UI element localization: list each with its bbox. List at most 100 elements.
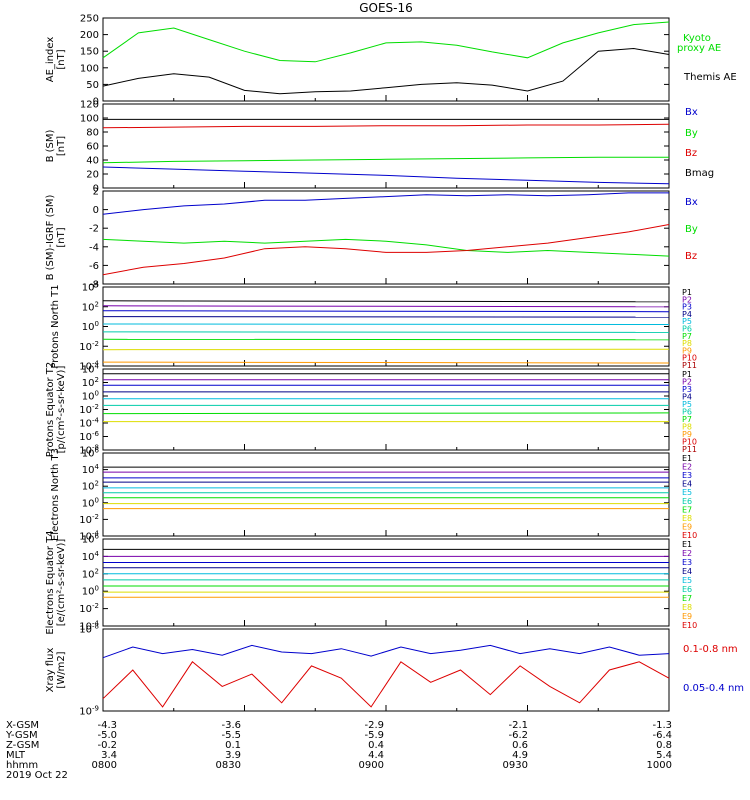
legend-entry: E2 [682, 463, 692, 472]
y-tick-label: 150 [80, 47, 99, 58]
legend-entry: 0.1-0.8 nm [683, 644, 738, 655]
legend-entry: P2 [682, 378, 692, 387]
footer-value: 0930 [503, 760, 528, 771]
series-line [102, 192, 669, 215]
y-tick-label: 10-4 [79, 417, 99, 430]
series-line [102, 323, 670, 325]
footer-value: -2.9 [364, 720, 384, 731]
legend-entry: P4 [682, 310, 692, 319]
footer-value: 0.6 [512, 740, 528, 751]
legend-entry: P6 [682, 325, 692, 334]
footer-value: 3.4 [101, 750, 117, 761]
panel-xray: 10-8 10-9 Xray flux[W/m2] 0.1-0.8 nm 0.05-0.… [45, 623, 744, 718]
legend-entry: E3 [682, 558, 692, 567]
legend-entry: By [685, 128, 698, 139]
y-tick-label: -4 [89, 242, 99, 253]
series-line [102, 305, 670, 308]
legend-entry: P8 [682, 423, 692, 432]
legend-entry: E4 [682, 480, 692, 489]
y-tick-label: 104 [82, 463, 100, 476]
y-tick-label: 104 [82, 363, 100, 376]
legend-entry: By [685, 224, 698, 235]
legend-entry: E5 [682, 576, 692, 585]
footer-value: 0.8 [656, 740, 672, 751]
y-tick-label: -2 [89, 224, 99, 235]
footer-value: 3.9 [225, 750, 241, 761]
legend-entry: P4 [682, 393, 692, 402]
y-tick-label: 102 [82, 567, 99, 580]
footer-value: -2.1 [508, 720, 528, 731]
legend-entry: P11 [682, 445, 697, 454]
y-tick-label: 2 [93, 187, 99, 198]
series-line [102, 123, 670, 129]
footer-value: -6.4 [652, 730, 672, 741]
footer-value: 4.4 [368, 750, 384, 761]
series-line [102, 224, 670, 276]
panel-e_equator: 106 104 102 100 10-2 10-4 Electrons Equator T4… [45, 530, 697, 634]
y-axis-label: Electrons North T3 [50, 448, 61, 541]
y-tick-label: 100 [80, 114, 99, 125]
y-tick-label: 100 [80, 63, 99, 74]
legend-entry: E9 [682, 612, 692, 621]
date-label: 2019 Oct 22 [6, 770, 68, 781]
series-line [102, 166, 670, 185]
y-tick-label: 10-2 [79, 340, 99, 353]
footer-row-label: Z-GSM [6, 740, 39, 751]
y-tick-label: 40 [86, 156, 99, 167]
y-tick-label: 0 [93, 205, 99, 216]
y-tick-label: 10-8 [79, 623, 99, 636]
footer-value: 1000 [647, 760, 672, 771]
legend-entry: P2 [682, 295, 692, 304]
panel-frame [102, 286, 670, 367]
y-tick-label: 100 [82, 496, 99, 509]
footer-value: -3.6 [221, 720, 241, 731]
y-tick-label: 104 [82, 550, 100, 563]
legend-entry: P7 [682, 332, 692, 341]
y-tick-label: -8 [89, 280, 99, 291]
legend-entry: P10 [682, 438, 697, 447]
series-line [102, 412, 670, 415]
footer-value: 5.4 [656, 750, 672, 761]
footer-value: 4.9 [512, 750, 528, 761]
footer-value: 0.1 [225, 740, 241, 751]
legend-entry: 0.05-0.4 nm [683, 683, 744, 694]
legend-entry: E6 [682, 497, 692, 506]
legend-entry: Bx [685, 107, 698, 118]
panel-frame [102, 190, 670, 285]
legend-entry: P3 [682, 385, 692, 394]
footer-value: 0830 [216, 760, 241, 771]
panel-e_north: 106 104 102 100 10-2 10-4 Electrons North T3 E1… [50, 447, 697, 543]
legend-entry: E1 [682, 540, 692, 549]
series-line [102, 156, 669, 164]
y-tick-label: 106 [82, 533, 100, 546]
legend-entry: P1 [682, 288, 692, 297]
legend-entry: E7 [682, 505, 692, 514]
legend-entry: E5 [682, 488, 692, 497]
y-tick-label: 102 [82, 480, 99, 493]
series-line [102, 348, 670, 351]
legend-entry: Bz [685, 148, 697, 159]
footer-value: 0800 [92, 760, 117, 771]
y-tick-label: 100 [82, 390, 99, 403]
y-tick-label: 100 [82, 320, 99, 333]
legend-entry: P1 [682, 370, 692, 379]
y-tick-label: 10-4 [79, 620, 99, 633]
footer-row-label: Y-GSM [5, 730, 38, 741]
footer-row-label: MLT [6, 750, 26, 761]
y-tick-label: 10-2 [79, 403, 99, 416]
y-tick-label: 0 [93, 97, 99, 108]
legend-entry: proxy AE [677, 43, 721, 54]
y-axis-label: B (SM)-IGRF (SM)[nT] [45, 195, 67, 281]
y-tick-label: 10-4 [79, 530, 99, 543]
ephemeris-footer: X-GSM -4.3 -3.6 -2.9 -2.1 -1.3 Y-GSM -5.0 -5.5 -5… [5, 720, 672, 781]
legend-entry: P6 [682, 408, 692, 417]
y-tick-label: 10-8 [79, 444, 99, 457]
legend-entry: P9 [682, 430, 692, 439]
y-tick-label: 10-2 [79, 513, 99, 526]
footer-value: -4.3 [97, 720, 117, 731]
legend-entry: Themis AE [683, 72, 737, 83]
footer-value: 0.4 [368, 740, 384, 751]
